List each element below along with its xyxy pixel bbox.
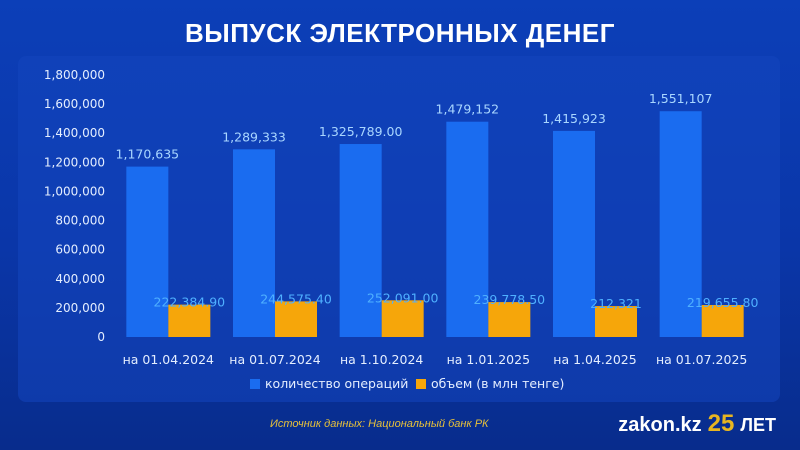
data-label-operations: 1,479,152 [436,102,500,117]
y-tick-label: 1,200,000 [44,155,105,169]
bar-operations [553,130,595,337]
bar-volume [701,305,744,337]
bar-volume [488,302,531,337]
data-label-operations: 1,415,923 [542,111,606,126]
y-tick-label: 1,400,000 [44,126,105,140]
data-label-operations: 1,325,789.00 [319,124,403,139]
bars [126,111,744,338]
bar-volume [595,306,637,337]
legend: количество операций объем (в млн тенге) [250,376,564,391]
bar-operations [659,111,702,338]
bar-volume [168,304,211,337]
x-tick-label: на 01.07.2024 [229,352,320,367]
legend-label-operations: количество операций [265,376,408,391]
legend-label-volume: объем (в млн тенге) [431,376,564,391]
data-label-operations: 1,551,107 [649,91,713,106]
bar-operations [339,144,382,337]
y-tick-label: 800,000 [55,214,105,228]
y-tick-label: 1,600,000 [44,97,105,111]
y-tick-label: 200,000 [55,301,105,315]
logo-text: zakon.kz [618,414,702,436]
x-tick-label: на 1.04.2025 [553,352,636,367]
bar-operations [233,149,275,337]
bar-operations [446,121,489,338]
x-tick-label: на 01.07.2025 [656,352,747,367]
y-tick-label: 1,800,000 [44,68,105,82]
legend-swatch-volume [416,379,426,389]
data-label-volume: 239,778.50 [474,292,546,307]
data-label-volume: 219,655.80 [687,295,759,310]
data-labels: 1,170,635 222,384.90 1,289,333 244,575.40 1,… [116,91,759,311]
data-label-volume: 252,091.00 [367,290,439,305]
source-note: Источник данных: Национальный банк РК [270,418,489,430]
x-tick-label: на 01.04.2024 [123,352,214,367]
data-label-operations: 1,289,333 [222,129,286,144]
logo-suffix: ЛЕТ [740,415,776,435]
y-axis: 0 200,000 400,000 600,000 800,000 1,000,000 1,… [44,68,105,344]
x-axis: на 01.04.2024 на 01.07.2024 на 1.10.2024 на… [123,352,748,367]
data-label-volume: 212,321 [590,296,642,311]
chart-title: ВЫПУСК ЭЛЕКТРОННЫХ ДЕНЕГ [185,18,615,48]
data-label-operations: 1,170,635 [116,147,180,162]
bar-volume [275,301,317,337]
zakon-logo[interactable]: zakon.kz 25 ЛЕТ [618,410,776,438]
legend-swatch-operations [250,379,260,389]
data-label-volume: 244,575.40 [260,291,332,306]
logo-years: 25 [707,410,735,437]
y-tick-label: 0 [97,330,105,344]
y-tick-label: 600,000 [55,243,105,257]
y-tick-label: 1,000,000 [44,184,105,198]
data-label-volume: 222,384.90 [154,295,226,310]
x-tick-label: на 1.01.2025 [447,352,530,367]
bar-volume [381,300,424,337]
y-tick-label: 400,000 [55,272,105,286]
x-tick-label: на 1.10.2024 [340,352,423,367]
bar-operations [126,166,169,337]
